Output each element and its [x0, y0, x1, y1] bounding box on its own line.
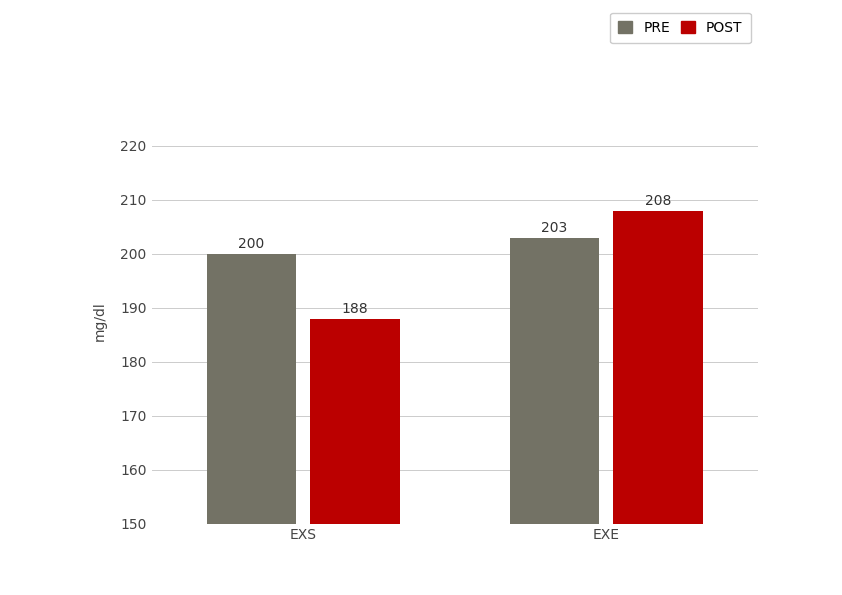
Text: 208: 208 — [645, 194, 671, 208]
Text: 200: 200 — [238, 237, 264, 251]
Bar — [310, 318, 400, 595]
Y-axis label: mg/dl: mg/dl — [93, 302, 106, 341]
Bar — [206, 254, 296, 595]
Bar — [509, 237, 600, 595]
Text: 188: 188 — [342, 302, 368, 316]
Bar — [613, 211, 703, 595]
Text: 203: 203 — [541, 221, 568, 235]
Legend: PRE, POST: PRE, POST — [610, 12, 751, 43]
